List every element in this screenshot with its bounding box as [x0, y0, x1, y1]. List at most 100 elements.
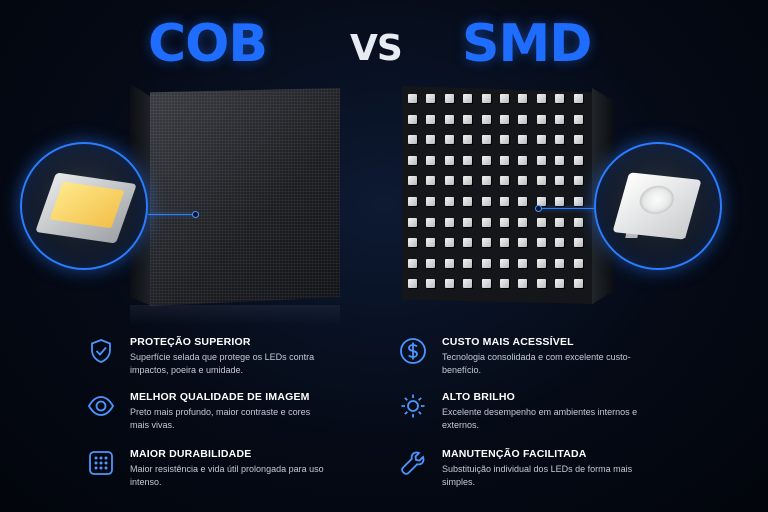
smd-led: [518, 135, 528, 145]
smd-led: [500, 217, 509, 227]
smd-led: [444, 238, 454, 248]
smd-led: [573, 135, 583, 145]
vs-label: VS: [350, 28, 403, 69]
smd-led: [500, 155, 509, 165]
smd-led: [426, 114, 436, 124]
smd-led: [536, 94, 546, 103]
smd-led: [573, 279, 583, 289]
smd-chip-inset: [594, 142, 722, 270]
smd-led: [573, 114, 583, 124]
feature-desc: Preto mais profundo, maior contraste e c…: [130, 407, 311, 430]
smd-led: [536, 176, 546, 186]
smd-led: [518, 114, 528, 124]
eye-icon: [86, 391, 116, 421]
smd-led: [481, 155, 491, 165]
smd-led: [518, 176, 528, 186]
smd-led: [555, 155, 565, 165]
smd-led: [536, 155, 546, 165]
smd-led: [408, 94, 417, 103]
smd-led: [500, 135, 509, 145]
smd-led: [481, 279, 491, 289]
smd-led: [500, 94, 509, 103]
shield-check-icon: [86, 336, 116, 366]
smd-led: [408, 176, 417, 186]
feature-title: PROTEÇÃO SUPERIOR: [130, 336, 251, 348]
smd-led: [408, 238, 417, 248]
smd-led: [573, 94, 583, 103]
smd-led: [481, 176, 491, 186]
cob-panel-image: [130, 84, 340, 306]
smd-led: [463, 217, 473, 227]
smd-led: [518, 197, 528, 206]
smd-led: [555, 217, 565, 227]
smd-led: [426, 238, 436, 248]
feature-desc: Excelente desempenho em ambientes intern…: [442, 407, 638, 430]
smd-led: [481, 197, 491, 206]
cob-title: COB: [148, 14, 268, 74]
smd-led: [444, 197, 454, 206]
smd-led: [573, 217, 583, 227]
smd-led: [555, 176, 565, 186]
feature-qualidade: MELHOR QUALIDADE DE IMAGEM Preto mais pr…: [86, 391, 326, 439]
smd-led: [536, 197, 546, 206]
smd-led: [536, 114, 546, 124]
smd-led: [426, 176, 436, 186]
smd-led: [444, 94, 454, 103]
smd-led: [444, 258, 454, 268]
dot-grid-icon: [86, 448, 116, 478]
smd-led: [426, 217, 436, 227]
smd-led: [573, 258, 583, 268]
smd-led: [463, 135, 473, 145]
feature-desc: Maior resistência e vida útil prolongada…: [130, 464, 324, 487]
smd-led: [573, 176, 583, 186]
smd-led: [555, 197, 565, 206]
feature-title: MAIOR DURABILIDADE: [130, 448, 252, 460]
smd-led: [463, 258, 473, 268]
smd-led: [444, 217, 454, 227]
feature-desc: Tecnologia consolidada e com excelente c…: [442, 352, 631, 375]
smd-led: [481, 258, 491, 268]
wrench-icon: [398, 448, 428, 478]
smd-led: [518, 217, 528, 227]
smd-led: [463, 155, 473, 165]
cob-panel-reflection: [130, 305, 340, 325]
smd-led: [408, 279, 417, 289]
smd-led: [408, 114, 417, 124]
smd-led: [555, 258, 565, 268]
smd-led: [573, 238, 583, 248]
smd-led: [481, 217, 491, 227]
smd-led: [481, 114, 491, 124]
smd-led: [426, 135, 436, 145]
sun-icon: [398, 391, 428, 421]
smd-led: [555, 114, 565, 124]
smd-led: [555, 238, 565, 248]
smd-led: [555, 135, 565, 145]
smd-led: [518, 155, 528, 165]
smd-led: [518, 94, 528, 103]
smd-led: [408, 197, 417, 206]
smd-led: [500, 279, 509, 289]
feature-protecao: PROTEÇÃO SUPERIOR Superfície selada que …: [86, 336, 326, 384]
cob-chip-inset: [20, 142, 148, 270]
smd-led: [500, 197, 509, 206]
smd-led: [426, 258, 436, 268]
smd-led: [426, 279, 436, 289]
smd-led: [444, 279, 454, 289]
smd-title: SMD: [462, 14, 592, 74]
smd-led: [463, 238, 473, 248]
cob-connector-dot: [192, 211, 199, 218]
feature-custo: CUSTO MAIS ACESSÍVEL Tecnologia consolid…: [398, 336, 638, 384]
smd-led: [426, 94, 436, 103]
feature-desc: Superfície selada que protege os LEDs co…: [130, 352, 315, 375]
smd-led: [444, 155, 454, 165]
smd-led: [444, 135, 454, 145]
smd-led: [500, 176, 509, 186]
smd-led: [444, 176, 454, 186]
smd-led: [555, 94, 565, 103]
cob-connector-line: [148, 214, 194, 215]
smd-led: [500, 258, 509, 268]
smd-led: [481, 94, 491, 103]
smd-led: [408, 135, 417, 145]
smd-chip-icon: [612, 172, 702, 240]
smd-led: [573, 197, 583, 206]
